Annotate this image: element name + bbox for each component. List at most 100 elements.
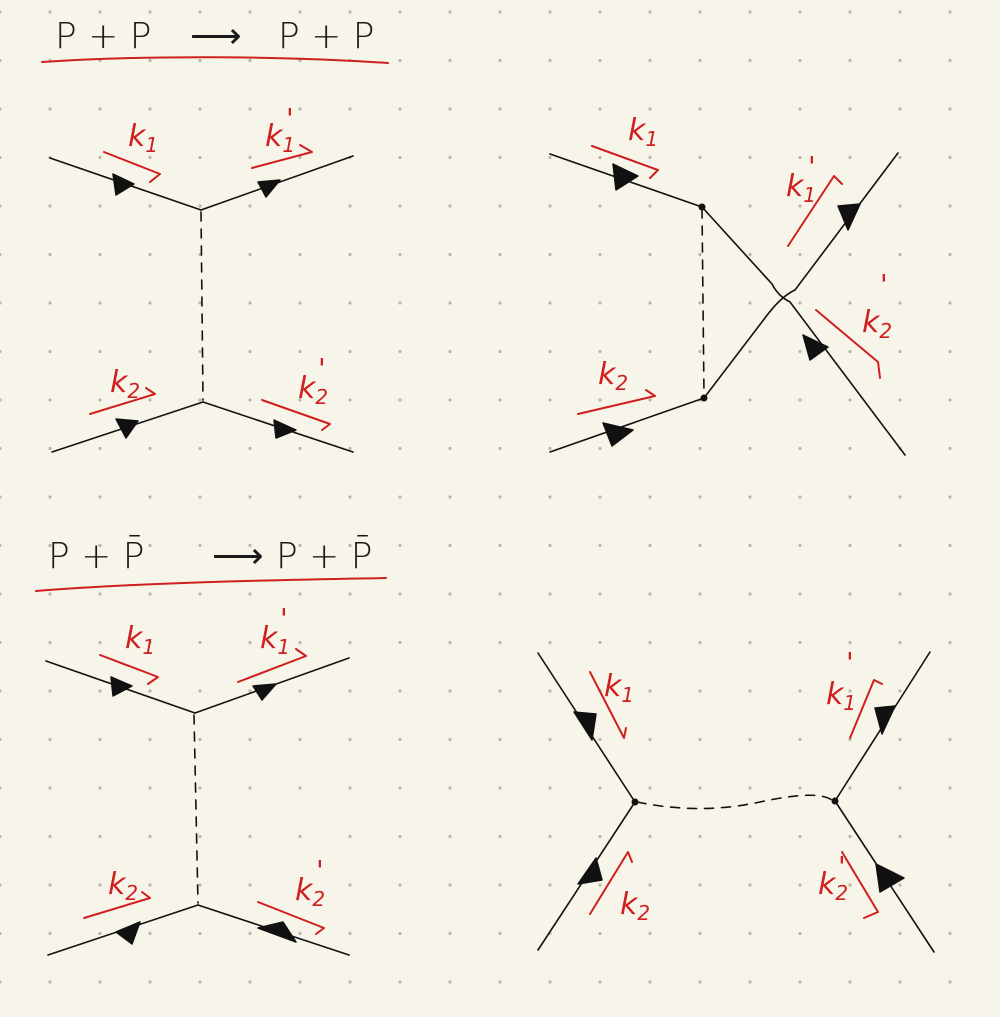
grid-dot xyxy=(0,640,2,645)
grid-dot xyxy=(698,980,702,984)
grid-dot xyxy=(348,786,352,790)
grid-dot xyxy=(548,834,552,839)
grid-dot xyxy=(498,834,502,839)
grid-dot xyxy=(898,301,902,305)
grid-dot xyxy=(598,204,602,208)
grid-dot xyxy=(198,204,202,208)
momentum-arrow xyxy=(787,175,843,247)
grid-dot xyxy=(348,10,352,14)
grid-dot xyxy=(748,543,752,548)
grid-dot xyxy=(448,883,452,887)
heading-pp-rhs: P + P xyxy=(278,16,374,57)
momentum-arrow xyxy=(89,387,156,415)
grid-dot xyxy=(648,737,652,742)
momentum-label-k2-prime: k2 xyxy=(818,867,848,905)
grid-dot xyxy=(48,640,52,645)
grid-dot xyxy=(798,592,802,596)
momentum-label-k2-prime: k2 xyxy=(862,305,892,343)
grid-dot xyxy=(548,883,552,887)
momentum-label-k1: k1 xyxy=(128,119,158,157)
grid-dot xyxy=(348,349,352,354)
grid-dot xyxy=(48,543,52,548)
grid-dot xyxy=(298,10,302,14)
grid-dot xyxy=(698,301,702,305)
grid-dot xyxy=(698,689,702,693)
arrow-head xyxy=(115,418,139,439)
grid-dot xyxy=(198,398,202,402)
grid-dot xyxy=(798,543,802,548)
prime-mark: ' xyxy=(316,854,324,887)
arrow-head xyxy=(602,422,634,447)
grid-dot xyxy=(148,398,152,402)
grid-dot xyxy=(148,252,152,257)
grid-dot xyxy=(448,495,452,499)
grid-dot xyxy=(798,204,802,208)
grid-dot xyxy=(648,301,652,305)
momentum-arrow xyxy=(237,648,307,683)
grid-dot xyxy=(398,349,402,354)
grid-dot xyxy=(498,786,502,790)
grid-dot xyxy=(648,446,652,451)
momentum-arrow xyxy=(83,891,151,919)
momentum-arrow xyxy=(251,144,313,169)
grid-dot xyxy=(348,446,352,451)
grid-dot xyxy=(948,301,952,305)
momentum-label-k2-prime: k2 xyxy=(295,873,325,911)
grid-dot xyxy=(298,398,302,402)
grid-dot xyxy=(498,446,502,451)
grid-dot xyxy=(448,349,452,354)
grid-dot xyxy=(948,446,952,451)
grid-dot xyxy=(198,495,202,499)
grid-dot xyxy=(398,834,402,839)
grid-dot xyxy=(848,592,852,596)
grid-dot xyxy=(98,107,102,111)
grid-dot xyxy=(398,107,402,111)
grid-dot xyxy=(798,398,802,402)
grid-dot xyxy=(498,107,502,111)
grid-dot xyxy=(498,398,502,402)
grid-dot xyxy=(198,107,202,111)
momentum-label-k2: k2 xyxy=(598,357,628,395)
grid-dot xyxy=(0,495,2,499)
grid-dot xyxy=(648,640,652,645)
grid-dot xyxy=(598,446,602,451)
grid-dot xyxy=(48,349,52,354)
prime-mark: ' xyxy=(838,850,846,883)
grid-dot xyxy=(198,737,202,742)
grid-dot xyxy=(248,834,252,839)
grid-dot xyxy=(948,252,952,257)
grid-dot xyxy=(698,349,702,354)
grid-dot xyxy=(298,543,302,548)
grid-dot xyxy=(948,10,952,14)
grid-dot xyxy=(698,446,702,451)
grid-dot xyxy=(448,301,452,305)
grid-dot xyxy=(798,883,802,887)
grid-dot xyxy=(248,301,252,305)
grid-dot xyxy=(898,737,902,742)
grid-dot xyxy=(948,786,952,790)
grid-dot xyxy=(548,980,552,984)
grid-dot xyxy=(698,737,702,742)
grid-dot xyxy=(848,834,852,839)
grid-dot xyxy=(948,737,952,742)
grid-dot xyxy=(248,495,252,499)
grid-dot xyxy=(248,737,252,742)
grid-dot xyxy=(898,834,902,839)
grid-dot xyxy=(0,10,2,14)
grid-dot xyxy=(398,446,402,451)
grid-dot xyxy=(598,834,602,839)
grid-dot xyxy=(698,592,702,596)
grid-dot xyxy=(48,834,52,839)
heading-ppbar-arrow: ⟶ xyxy=(212,536,264,577)
grid-dot xyxy=(448,737,452,742)
vertex xyxy=(631,798,639,806)
grid-dot xyxy=(598,349,602,354)
grid-dot xyxy=(348,592,352,596)
grid-dot xyxy=(798,834,802,839)
grid-dot xyxy=(948,834,952,839)
momentum-label-k1: k1 xyxy=(628,113,658,151)
arrow-head xyxy=(874,705,896,735)
grid-dot xyxy=(948,689,952,693)
grid-dot xyxy=(898,58,902,63)
grid-dot xyxy=(148,301,152,305)
